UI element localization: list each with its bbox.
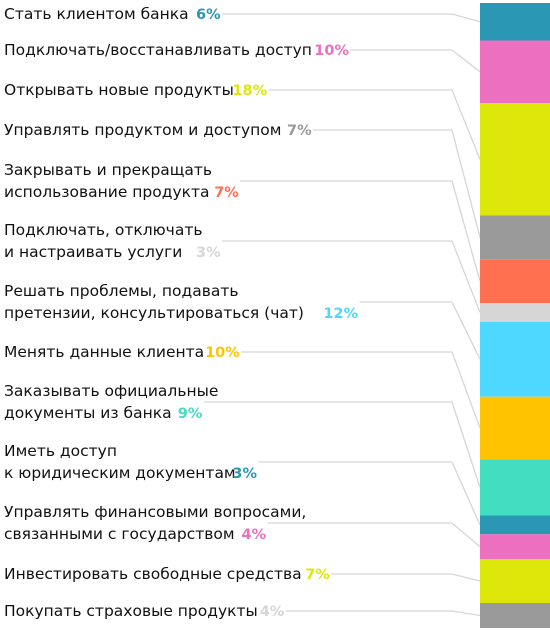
category-label: Открывать новые продукты xyxy=(4,81,234,99)
value-label: 12% xyxy=(323,306,358,322)
leader-line xyxy=(222,240,481,313)
bar-segment xyxy=(480,303,550,322)
category-label: Покупать страховые продукты xyxy=(4,602,258,620)
bar-segment xyxy=(480,40,550,103)
category-label: Управлять финансовыми вопросами, xyxy=(4,503,306,521)
category-label: Закрывать и прекращать xyxy=(4,161,212,179)
leader-line xyxy=(203,401,481,488)
leader-line xyxy=(258,461,481,526)
value-label: 10% xyxy=(205,345,240,361)
bar-segment xyxy=(480,396,550,460)
bar-segment xyxy=(480,259,550,303)
value-label: 7% xyxy=(305,567,330,583)
value-label: 6% xyxy=(196,7,221,23)
value-label: 10% xyxy=(314,43,349,59)
category-label: Подключать, отключать xyxy=(4,221,203,239)
leader-line xyxy=(359,301,481,360)
category-label: Управлять продуктом и доступом xyxy=(4,121,281,139)
bar-segment xyxy=(480,321,550,397)
value-label: 4% xyxy=(260,604,285,620)
category-label: документы из банка xyxy=(4,404,172,422)
bar-segment xyxy=(480,3,550,41)
leader-lines xyxy=(203,13,481,617)
leader-line xyxy=(222,13,481,23)
category-label: Подключать/восстанавливать доступ xyxy=(4,41,312,59)
value-label: 3% xyxy=(232,466,257,482)
bar-segment xyxy=(480,515,550,535)
leader-line xyxy=(285,610,481,617)
value-label: 4% xyxy=(242,527,267,543)
category-label: Менять данные клиента xyxy=(4,343,204,361)
bar-segments xyxy=(480,3,550,628)
category-label: Заказывать официальные xyxy=(4,382,218,400)
bar-segment xyxy=(480,534,550,560)
bar-segment xyxy=(480,459,550,516)
leader-line xyxy=(331,573,481,582)
value-label: 9% xyxy=(178,406,203,422)
leader-line xyxy=(267,522,481,548)
category-label: связанными с государством xyxy=(4,525,235,543)
bar-segment xyxy=(480,603,550,628)
bar-segment xyxy=(480,559,550,603)
category-label: Иметь доступ xyxy=(4,442,117,460)
category-labels: Стать клиентом банка 6% Подключать/восстан… xyxy=(4,5,359,620)
category-label: Решать проблемы, подавать xyxy=(4,282,239,300)
category-label: претензии, консультироваться (чат) xyxy=(4,304,304,322)
leader-line xyxy=(350,49,481,73)
category-label: использование продукта xyxy=(4,183,210,201)
leader-line xyxy=(241,351,481,429)
bar-segment xyxy=(480,215,550,260)
category-label: и настраивать услуги xyxy=(4,243,182,261)
leader-line xyxy=(268,89,481,160)
value-label: 18% xyxy=(232,83,267,99)
category-label: к юридическим документам xyxy=(4,464,236,482)
leader-line xyxy=(313,129,481,238)
bar-segment xyxy=(480,103,550,216)
value-label: 7% xyxy=(214,185,239,201)
value-label: 7% xyxy=(287,123,312,139)
leader-line xyxy=(240,180,481,282)
category-label: Инвестировать свободные средства xyxy=(4,565,302,583)
category-label: Стать клиентом банка xyxy=(4,5,189,23)
value-label: 3% xyxy=(196,245,221,261)
